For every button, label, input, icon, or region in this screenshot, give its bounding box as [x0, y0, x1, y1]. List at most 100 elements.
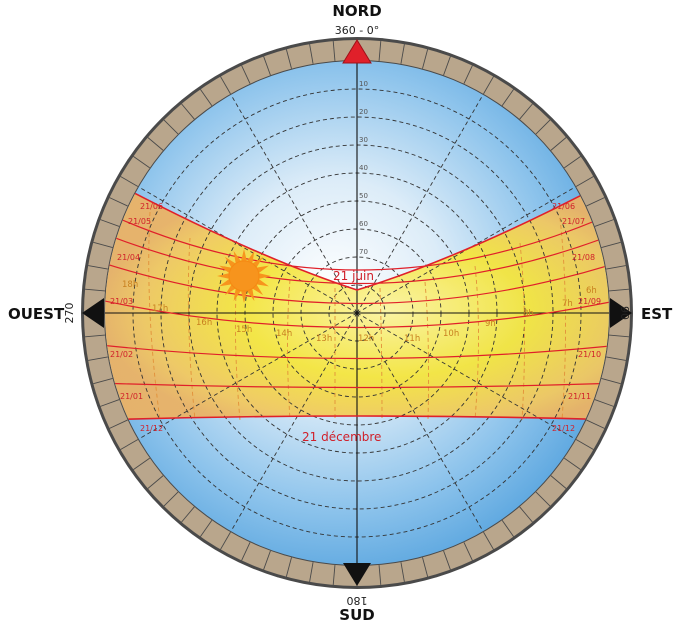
hour-label: 14h — [276, 329, 292, 339]
ring-tick — [181, 506, 195, 523]
ring-tick — [200, 89, 213, 107]
date-label: 21/05 — [128, 217, 151, 226]
ring-tick — [84, 288, 106, 292]
ring-tick — [332, 40, 336, 62]
hour-label: 13h — [316, 334, 332, 344]
ring-tick — [608, 334, 630, 338]
ring-tick — [285, 49, 292, 69]
ring-tick — [200, 519, 213, 537]
winter-solstice-curve — [105, 415, 609, 421]
ring-tick — [163, 119, 179, 135]
west-triangle-icon — [82, 298, 104, 328]
date-label: 21/11 — [568, 392, 591, 401]
date-label: 21/07 — [562, 217, 585, 226]
date-label: 21/08 — [572, 253, 595, 262]
summer-solstice-curve — [105, 174, 609, 291]
south-degree: 180 — [347, 594, 368, 607]
ring-tick — [501, 519, 514, 537]
ring-tick — [285, 557, 292, 577]
ring-tick — [586, 419, 605, 429]
ring-tick — [147, 475, 164, 489]
ring-tick — [400, 44, 405, 64]
ring-tick — [535, 491, 551, 507]
ring-ticks — [84, 40, 630, 586]
altitude-label: 30 — [359, 136, 368, 144]
date-label: 21/03 — [110, 297, 133, 306]
ring-tick — [263, 550, 271, 570]
date-labels-left: 21/06 21/05 21/04 21/03 21/02 21/01 21/1… — [110, 202, 163, 433]
north-triangle-icon — [342, 39, 372, 64]
sun-icon — [217, 249, 271, 303]
hour-label: 12h — [358, 334, 374, 344]
ring-tick — [93, 378, 113, 385]
winter-curve-label: 21 décembre — [302, 430, 381, 444]
hour-label: 17h — [152, 304, 168, 314]
altitude-label: 10 — [359, 80, 368, 88]
ring-tick — [109, 419, 128, 429]
ring-tick — [463, 542, 473, 561]
ring-tick — [563, 457, 581, 470]
ring-tick — [501, 89, 514, 107]
ring-tick — [594, 399, 614, 407]
hour-label: 15h — [236, 325, 252, 335]
ring-tick — [550, 475, 567, 489]
altitude-label: 50 — [359, 192, 368, 200]
azimuth-line — [138, 186, 358, 314]
ring-tick — [606, 265, 626, 270]
sky-disc — [105, 61, 609, 565]
ring-tick — [120, 176, 139, 187]
hour-label: 10h — [443, 329, 459, 339]
south-label: SUD — [339, 606, 374, 624]
ring-tick — [563, 156, 581, 169]
ring-tick — [519, 103, 533, 120]
ring-tick — [400, 562, 405, 582]
altitude-label: 20 — [359, 108, 368, 116]
hour-label: 8h — [523, 309, 534, 319]
ring-tick — [100, 399, 120, 407]
west-degree: 270 — [63, 303, 76, 324]
ring-tick — [575, 176, 594, 187]
west-label: OUEST — [8, 305, 65, 323]
north-label: NORD — [332, 2, 381, 20]
date-label: 21/02 — [110, 350, 133, 359]
ring-tick — [220, 76, 231, 95]
ring-tick — [606, 356, 626, 361]
date-label: 21/12 — [552, 424, 575, 433]
azimuth-line — [356, 312, 484, 532]
ring-tick — [133, 156, 151, 169]
south-triangle-icon — [343, 563, 371, 586]
ring-tick — [263, 56, 271, 76]
date-label: 21/06 — [552, 202, 575, 211]
azimuth-line — [230, 312, 358, 532]
date-label: 21/10 — [578, 350, 601, 359]
east-triangle-icon — [610, 298, 632, 328]
ring-tick — [241, 542, 251, 561]
ring-tick — [586, 197, 605, 207]
ring-tick — [100, 219, 120, 227]
hour-label: 18h — [122, 280, 138, 290]
ring-tick — [309, 44, 314, 64]
ring-tick — [220, 531, 231, 550]
summer-curve-label: 21 juin — [333, 269, 374, 283]
altitude-label: 60 — [359, 220, 368, 228]
azimuth-line — [230, 94, 358, 314]
ring-tick — [309, 562, 314, 582]
altitude-label: 70 — [359, 248, 368, 256]
ring-tick — [241, 65, 251, 84]
ring-tick — [483, 531, 494, 550]
ring-label-30: 30 — [490, 57, 508, 74]
ring-tick — [594, 219, 614, 227]
date-label: 21/09 — [578, 297, 601, 306]
ring-tick — [443, 550, 451, 570]
ring-tick — [133, 457, 151, 470]
ring-tick — [608, 288, 630, 292]
date-label: 21/06 — [140, 202, 163, 211]
ring-tick — [332, 564, 336, 586]
ring-tick — [181, 103, 195, 120]
ring-tick — [120, 439, 139, 450]
date-labels-right: 21/06 21/07 21/08 21/09 21/10 21/11 21/1… — [552, 202, 601, 433]
date-label: 21/01 — [120, 392, 143, 401]
ring-tick — [519, 506, 533, 523]
north-degree: 360 - 0° — [335, 24, 379, 37]
